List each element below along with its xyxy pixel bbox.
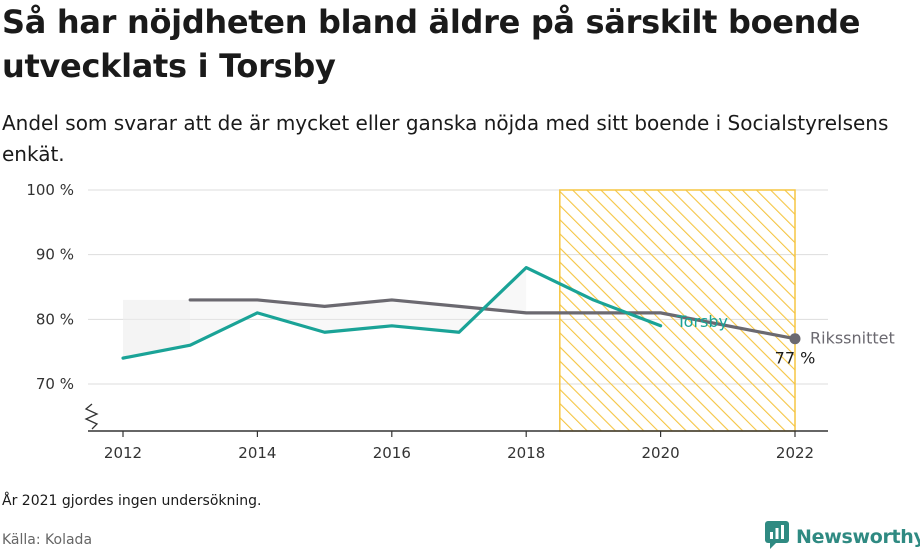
footnote: År 2021 gjordes ingen undersökning. [2, 493, 262, 509]
x-tick-label: 2020 [642, 444, 680, 462]
x-tick-label: 2016 [373, 444, 411, 462]
series-endpoint-rikssnittet [789, 333, 801, 345]
highlight-range [559, 189, 796, 432]
difference-band [190, 267, 527, 346]
y-tick-label: 70 % [36, 375, 74, 393]
x-tick-label: 2022 [776, 444, 814, 462]
source-text: Källa: Kolada [2, 532, 93, 548]
chart-title: Så har nöjdheten bland äldre på särskilt… [2, 3, 861, 85]
series-line-torsby [121, 266, 663, 360]
chart-subtitle: Andel som svarar att de är mycket eller … [2, 111, 889, 166]
difference-band [123, 299, 191, 359]
brand-name: Newsworthy [796, 526, 920, 548]
y-tick-label: 100 % [26, 181, 74, 199]
value-label: 77 % [775, 349, 816, 368]
y-tick-label: 80 % [36, 310, 74, 328]
series-line-rikssnittet [188, 298, 797, 341]
x-tick-label: 2014 [238, 444, 276, 462]
x-tick-label: 2012 [104, 444, 142, 462]
newsworthy-logo-icon [764, 520, 790, 552]
series-label-torsby: Torsby [676, 312, 728, 331]
brand: Newsworthy [764, 520, 920, 552]
x-tick-label: 2018 [507, 444, 545, 462]
series-label-rikssnittet: Rikssnittet [810, 329, 895, 348]
y-tick-label: 90 % [36, 246, 74, 264]
axis-break-icon [84, 403, 99, 430]
